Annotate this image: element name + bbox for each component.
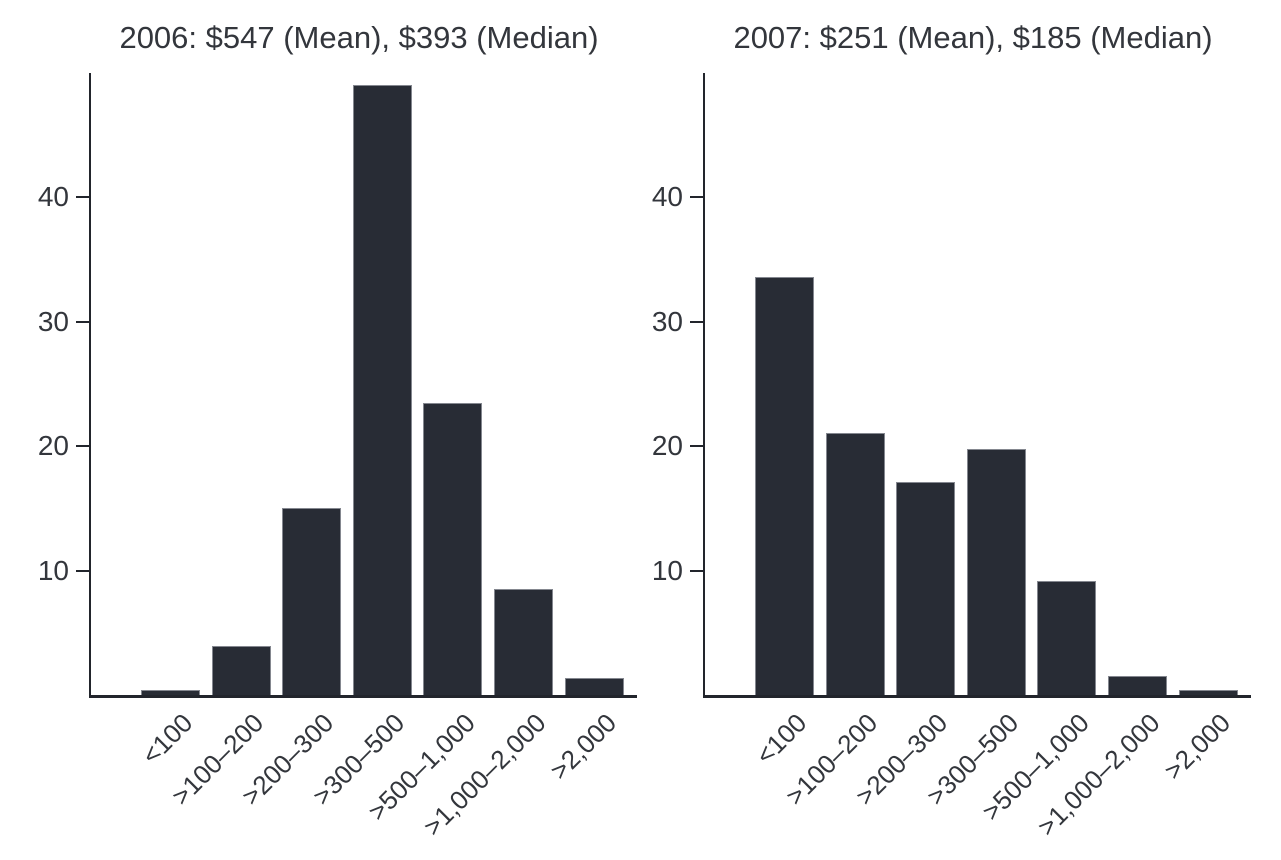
bar xyxy=(825,432,885,695)
y-tick-label: 10 xyxy=(37,554,69,586)
x-axis-line xyxy=(89,695,637,698)
y-tick-mark xyxy=(690,320,703,323)
bar xyxy=(1178,690,1238,695)
bar xyxy=(211,646,271,695)
y-tick-mark xyxy=(76,569,89,572)
bar xyxy=(352,85,412,695)
bar xyxy=(1037,580,1097,695)
bar xyxy=(755,277,814,695)
x-tick-label: >2,000 xyxy=(543,707,622,786)
x-axis-line xyxy=(703,695,1251,698)
chart-title-2007: 2007: $251 (Mean), $185 (Median) xyxy=(733,20,1213,55)
bar xyxy=(494,589,553,695)
y-tick-mark xyxy=(76,445,89,448)
y-tick-label: 30 xyxy=(37,305,69,337)
chart-title-2006: 2006: $547 (Mean), $393 (Median) xyxy=(119,20,599,55)
bar xyxy=(141,690,200,695)
bar xyxy=(423,402,483,695)
y-tick-label: 10 xyxy=(651,554,683,586)
bar xyxy=(1108,676,1167,695)
x-tick-label: >2,000 xyxy=(1157,707,1236,786)
y-tick-label: 20 xyxy=(651,430,683,462)
y-tick-mark xyxy=(690,196,703,199)
bar xyxy=(966,448,1026,695)
bar xyxy=(282,508,342,695)
y-tick-mark xyxy=(76,320,89,323)
y-tick-label: 30 xyxy=(651,305,683,337)
y-tick-label: 40 xyxy=(651,181,683,213)
x-tick-label: <100 xyxy=(135,707,199,771)
x-tick-label: <100 xyxy=(749,707,813,771)
y-tick-mark xyxy=(690,569,703,572)
y-tick-mark xyxy=(76,196,89,199)
plot-area: 10 20 30 40 <100 >100–200 >200–300 >300–500 >500… xyxy=(38,73,637,842)
bar xyxy=(896,482,956,695)
bar xyxy=(564,677,624,695)
plot-area: 10 20 30 40 <100 >100–200 >200–300 >300–500 >500… xyxy=(652,73,1251,842)
y-tick-label: 40 xyxy=(37,181,69,213)
y-tick-mark xyxy=(690,445,703,448)
y-tick-label: 20 xyxy=(37,430,69,462)
